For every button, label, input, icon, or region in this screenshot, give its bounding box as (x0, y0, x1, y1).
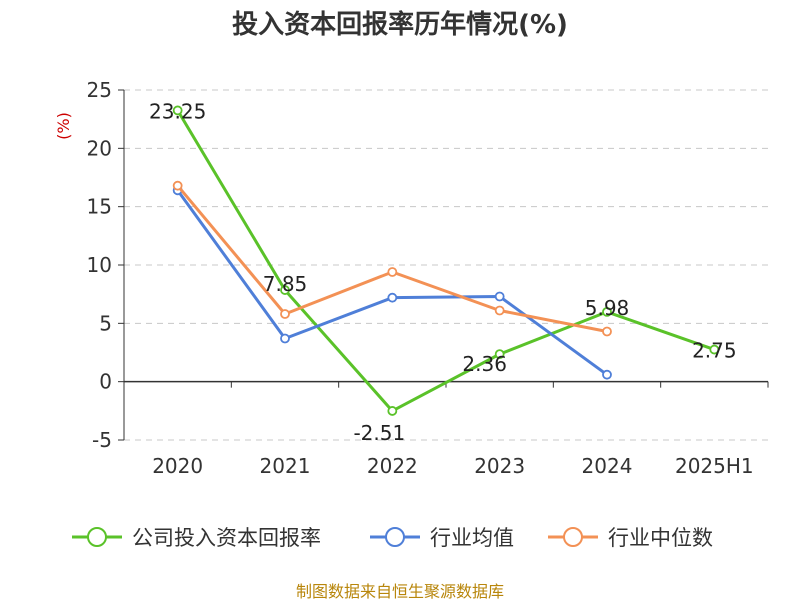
legend-label: 公司投入资本回报率 (132, 526, 321, 550)
data-point (602, 369, 612, 380)
data-point (280, 333, 290, 344)
data-labels: 23.25 7.85 -2.51 2.36 5.98 2.75 (149, 99, 737, 445)
source-note: 制图数据来自恒生聚源数据库 (295, 582, 504, 601)
y-tick-label: 5 (99, 311, 112, 335)
series-lines (172, 105, 720, 416)
series-line-2 (176, 184, 608, 333)
data-label: 23.25 (149, 99, 206, 123)
chart-title: 投入资本回报率历年情况(%) (232, 10, 568, 40)
data-label: 2.75 (692, 339, 737, 363)
y-tick-label: 0 (99, 370, 112, 394)
data-label: 2.36 (462, 352, 507, 376)
legend-item-1[interactable]: 行业均值 (370, 526, 514, 550)
legend-marker (563, 527, 583, 547)
x-tick-label: 2020 (152, 454, 203, 478)
legend-item-0[interactable]: 公司投入资本回报率 (72, 526, 321, 550)
legend-marker (87, 527, 107, 547)
x-tick-label: 2023 (474, 454, 525, 478)
y-tick-label: 10 (87, 253, 112, 277)
x-tick-label: 2022 (367, 454, 418, 478)
y-axis-label: (%) (54, 112, 73, 140)
y-tick-label: 15 (87, 195, 112, 219)
data-point (387, 292, 398, 303)
series-line-0 (176, 109, 715, 413)
legend[interactable]: 公司投入资本回报率 行业均值 行业中位数 (72, 526, 713, 550)
legend-label: 行业中位数 (608, 526, 713, 550)
data-point (172, 105, 183, 116)
data-point (494, 291, 505, 302)
data-point (602, 326, 612, 337)
axes: -5 0 5 10 15 20 25 2020 2021 2022 2023 2024 2025H1 (87, 78, 769, 478)
data-point (602, 306, 612, 317)
data-label: -2.51 (353, 421, 405, 445)
data-point (387, 267, 398, 277)
data-point (709, 344, 720, 355)
data-label: 5.98 (585, 296, 630, 320)
data-label: 7.85 (263, 272, 308, 296)
data-point (387, 406, 398, 416)
data-point (172, 180, 183, 191)
grid-lines (124, 89, 768, 441)
x-tick-label: 2021 (260, 454, 311, 478)
y-tick-label: 25 (87, 78, 112, 102)
legend-label: 行业均值 (430, 526, 514, 550)
data-point (280, 309, 290, 319)
x-tick-label: 2025H1 (675, 454, 754, 478)
y-tick-label: 20 (87, 136, 112, 160)
legend-item-2[interactable]: 行业中位数 (548, 526, 713, 550)
data-point (280, 285, 290, 295)
data-point (494, 305, 505, 316)
legend-marker (385, 527, 405, 547)
y-tick-label: -5 (92, 428, 112, 452)
x-tick-label: 2024 (582, 454, 633, 478)
data-point (494, 349, 505, 360)
